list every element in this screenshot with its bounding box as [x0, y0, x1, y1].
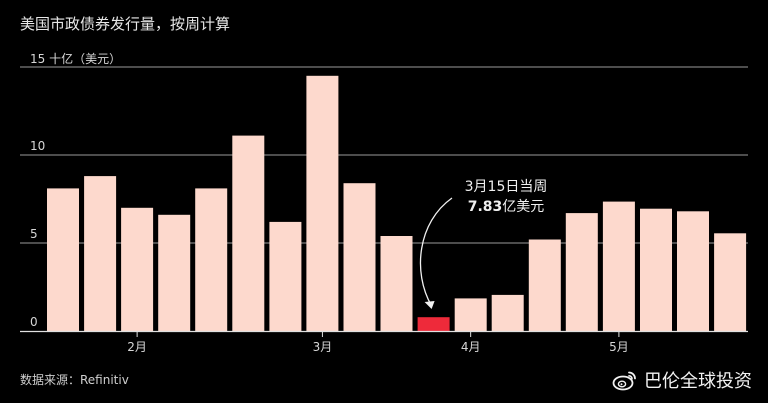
- y-axis-label: 15 十亿（美元）: [30, 51, 121, 66]
- bar: [47, 188, 79, 331]
- bar: [528, 239, 561, 331]
- y-tick-label: 10: [30, 139, 45, 153]
- bar: [306, 75, 339, 331]
- bar: [158, 214, 191, 331]
- bar: [343, 183, 376, 331]
- bar: [269, 221, 302, 331]
- bar: [640, 208, 672, 331]
- bar: [380, 236, 413, 331]
- watermark-text: 巴伦全球投资: [644, 371, 752, 392]
- bar: [677, 211, 709, 331]
- bar: [714, 233, 747, 331]
- chart-title: 美国市政债券发行量，按周计算: [20, 15, 231, 33]
- bar: [491, 294, 524, 331]
- x-tick-label: 5月: [609, 340, 629, 354]
- annotation-layer: 3月15日当周 7.83亿美元: [419, 179, 548, 309]
- bar: [565, 213, 598, 331]
- y-tick-label: 0: [30, 315, 38, 329]
- y-tick-label: 5: [30, 227, 38, 241]
- annotation-value: 7.83亿美元: [468, 199, 545, 215]
- annotation-date: 3月15日当周: [465, 179, 548, 195]
- bars-layer: [47, 75, 747, 331]
- bar: [602, 201, 635, 331]
- weibo-icon: [612, 371, 636, 391]
- bar: [121, 207, 154, 331]
- bar: [232, 135, 265, 331]
- annotation-arrowhead: [424, 301, 435, 309]
- axis-layer: 0 5 10 15 十亿（美元） 2月 3月 4月 5月: [20, 51, 748, 354]
- highlight-bar: [417, 317, 450, 331]
- watermark: 巴伦全球投资: [612, 367, 752, 393]
- bar: [195, 188, 228, 331]
- bar: [454, 298, 487, 331]
- source-note: 数据来源：Refinitiv: [20, 373, 129, 387]
- x-tick-label: 3月: [313, 340, 333, 354]
- bar: [84, 176, 117, 331]
- x-tick-label: 2月: [127, 340, 147, 354]
- annotation-arrow: [419, 197, 453, 307]
- x-tick-label: 4月: [461, 340, 481, 354]
